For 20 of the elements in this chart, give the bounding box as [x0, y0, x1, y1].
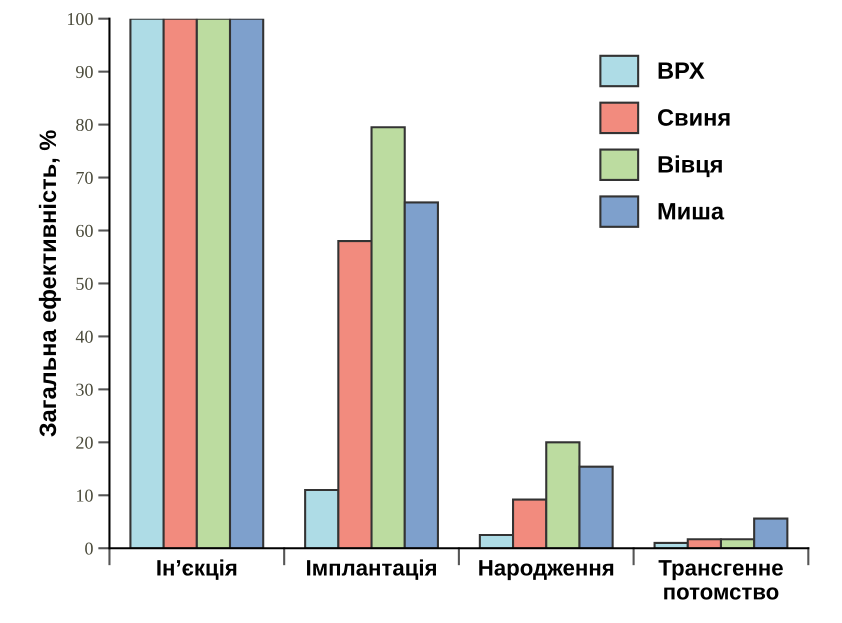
- x-tick-label: Трансгенне потомство: [658, 560, 783, 600]
- x-tick-label: Імплантація: [307, 559, 436, 580]
- y-tick-label: 50: [76, 278, 93, 290]
- y-tick-label: 10: [77, 490, 93, 502]
- y-tick-label: 20: [76, 436, 93, 449]
- legend-label: Свиня: [658, 109, 730, 126]
- y-tick-label: 30: [76, 384, 93, 396]
- legend-label: Вівця: [658, 155, 722, 178]
- y-tick-label: 70: [76, 172, 93, 184]
- y-tick-label: 60: [76, 224, 93, 237]
- y-tick-label: 40: [76, 330, 93, 343]
- y-tick-label: 0: [85, 542, 93, 555]
- legend-label: ВРХ: [658, 62, 704, 79]
- y-axis-title: Загальна ефективність, %: [38, 130, 61, 437]
- y-tick-label: 100: [68, 12, 93, 26]
- x-tick-label: Ін’єкція: [157, 559, 236, 580]
- y-tick-label: 80: [76, 118, 93, 132]
- legend-label: Миша: [658, 203, 724, 220]
- y-tick-label: 90: [76, 66, 93, 78]
- x-tick-label: Народження: [479, 560, 614, 580]
